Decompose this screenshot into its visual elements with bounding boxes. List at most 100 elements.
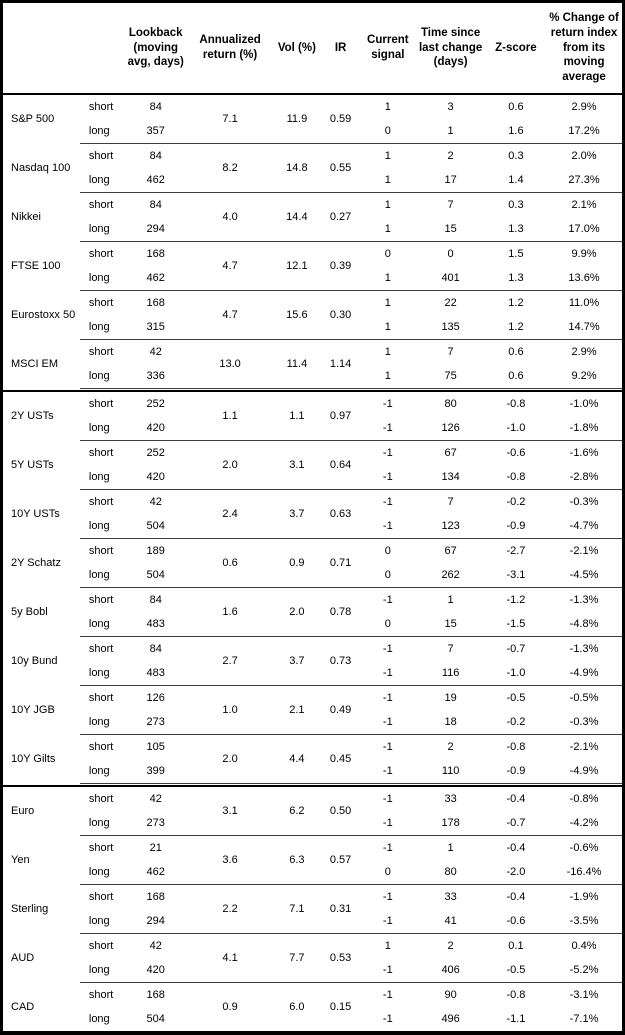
cell-annualized-return: 1.1 [187,391,273,441]
cell-vol: 14.8 [272,143,321,193]
cell-lookback: 504 [124,563,188,588]
cell-ir: 0.64 [321,440,361,490]
cell-vol: 7.1 [272,884,321,934]
table-row-10y-gilts-long: long 399 -1 110 -0.9 -4.9% [2,759,624,784]
cell-pct-change: 27.3% [546,168,624,193]
cell-pct-change: -0.3% [569,495,599,508]
cell-lookback: 420 [124,465,188,490]
cell-current-signal: 1 [360,364,416,389]
cell-time-since: 18 [415,710,486,735]
section-divider-line [1,388,624,392]
cell-time-since: 17 [415,168,486,193]
cell-asset: 10Y USTs [11,507,60,520]
table-row-yen-long: long 462 0 80 -2.0 -16.4% [2,860,624,885]
cell-time-since: 67 [444,446,457,459]
cell-ir: 0.59 [321,94,361,144]
cell-time-since: 134 [415,465,486,490]
cell-pct-change: 2.0% [571,149,597,162]
cell-time-since: 15 [415,217,486,242]
cell-time-since: 126 [415,416,486,441]
cell-current-signal: -1 [360,710,416,735]
cell-current-signal: 0 [360,119,416,144]
cell-z-score: 0.6 [508,100,524,113]
cell-current-signal: -1 [382,1012,393,1025]
cell-asset: 10y Bund [11,654,58,667]
cell-horizon: short [88,792,114,805]
cell-pct-change: 11.0% [568,296,600,309]
cell-ir: 0.53 [321,933,361,983]
cell-vol: 6.0 [289,1000,305,1013]
cell-asset: 2Y USTs [11,410,54,423]
cell-lookback: 336 [124,364,188,389]
cell-lookback: 84 [149,198,162,211]
cell-lookback: 252 [146,397,165,410]
cell-horizon: long [79,563,125,588]
cell-horizon: short [88,988,114,1001]
cell-asset: FTSE 100 [11,259,61,272]
cell-z-score: -0.9 [485,759,547,784]
cell-horizon: long [79,315,125,340]
cell-horizon: short [88,691,114,704]
cell-annualized-return: 3.1 [187,786,273,836]
cell-ir: 0.49 [321,685,361,735]
cell-time-since: 401 [415,266,486,291]
cell-asset: Yen [11,853,30,866]
cell-ir: 0.71 [321,538,361,588]
cell-lookback: 168 [146,890,165,903]
cell-current-signal: 1 [384,296,391,309]
cell-z-score: -2.7 [506,544,526,557]
table-row-sterling-short: Sterling short 168 2.2 7.1 0.31 -1 33 -0.4 -1.9% [2,884,624,934]
cell-current-signal: -1 [382,495,393,508]
cell-pct-change: -4.7% [546,514,624,539]
cell-time-since: 406 [415,958,486,983]
cell-annualized-return: 13.0 [187,339,273,389]
cell-pct-change: -16.4% [546,860,624,885]
cell-vol: 6.3 [272,835,321,885]
cell-horizon: long [79,759,125,784]
table-row-10y-gilts-short: 10Y Gilts short 105 2.0 4.4 0.45 -1 2 -0.8 -2.1% [2,734,624,784]
cell-z-score: 1.4 [485,168,547,193]
cell-horizon: long [79,909,125,934]
cell-z-score: -3.1 [485,563,547,588]
cell-horizon: short [88,939,114,952]
cell-asset: Nikkei [11,210,41,223]
cell-vol: 4.4 [272,734,321,784]
table-row-euro-long: long 273 -1 178 -0.7 -4.2% [2,811,624,836]
cell-ir: 0.50 [321,786,361,836]
cell-annualized-return: 7.1 [187,94,273,144]
cell-time-since: 1 [415,119,486,144]
table-row-nikkei-short: Nikkei short 84 4.0 14.4 0.27 1 7 0.3 2.1% [2,192,624,242]
cell-current-signal: 1 [360,266,416,291]
cell-annualized-return: 1.0 [187,685,273,735]
cell-current-signal: 1 [360,217,416,242]
cell-lookback: 462 [124,168,188,193]
cell-time-since: 80 [444,397,457,410]
cell-annualized-return: 2.4 [187,489,273,539]
cell-horizon: long [79,266,125,291]
cell-pct-change: -4.9% [546,759,624,784]
cell-pct-change: -5.2% [546,958,624,983]
table-row-s-p-500-long: long 357 0 1 1.6 17.2% [2,119,624,144]
cell-vol: 3.7 [272,636,321,686]
cell-z-score: -0.8 [485,465,547,490]
cell-time-since: 2 [447,740,454,753]
cell-horizon: long [79,168,125,193]
cell-pct-change: 14.7% [546,315,624,340]
table-row-5y-usts-long: long 420 -1 134 -0.8 -2.8% [2,465,624,490]
cell-current-signal: -1 [382,890,393,903]
cell-lookback: 21 [149,841,162,854]
col-header-lookback: Lookback (moving avg, days) [124,1,188,95]
cell-z-score: -1.0 [485,661,547,686]
cell-horizon: short [88,446,114,459]
cell-lookback: 84 [149,642,162,655]
cell-asset: Eurostoxx 50 [11,308,76,321]
cell-lookback: 483 [124,661,188,686]
cell-z-score: -0.8 [506,988,526,1001]
cell-asset: 5Y USTs [11,458,54,471]
table-row-5y-bobl-long: long 483 0 15 -1.5 -4.8% [2,612,624,637]
cell-current-signal: 1 [384,149,391,162]
cell-time-since: 135 [415,315,486,340]
cell-annualized-return: 2.7 [187,636,273,686]
cell-horizon: short [88,247,114,260]
cell-time-since: 67 [444,544,457,557]
